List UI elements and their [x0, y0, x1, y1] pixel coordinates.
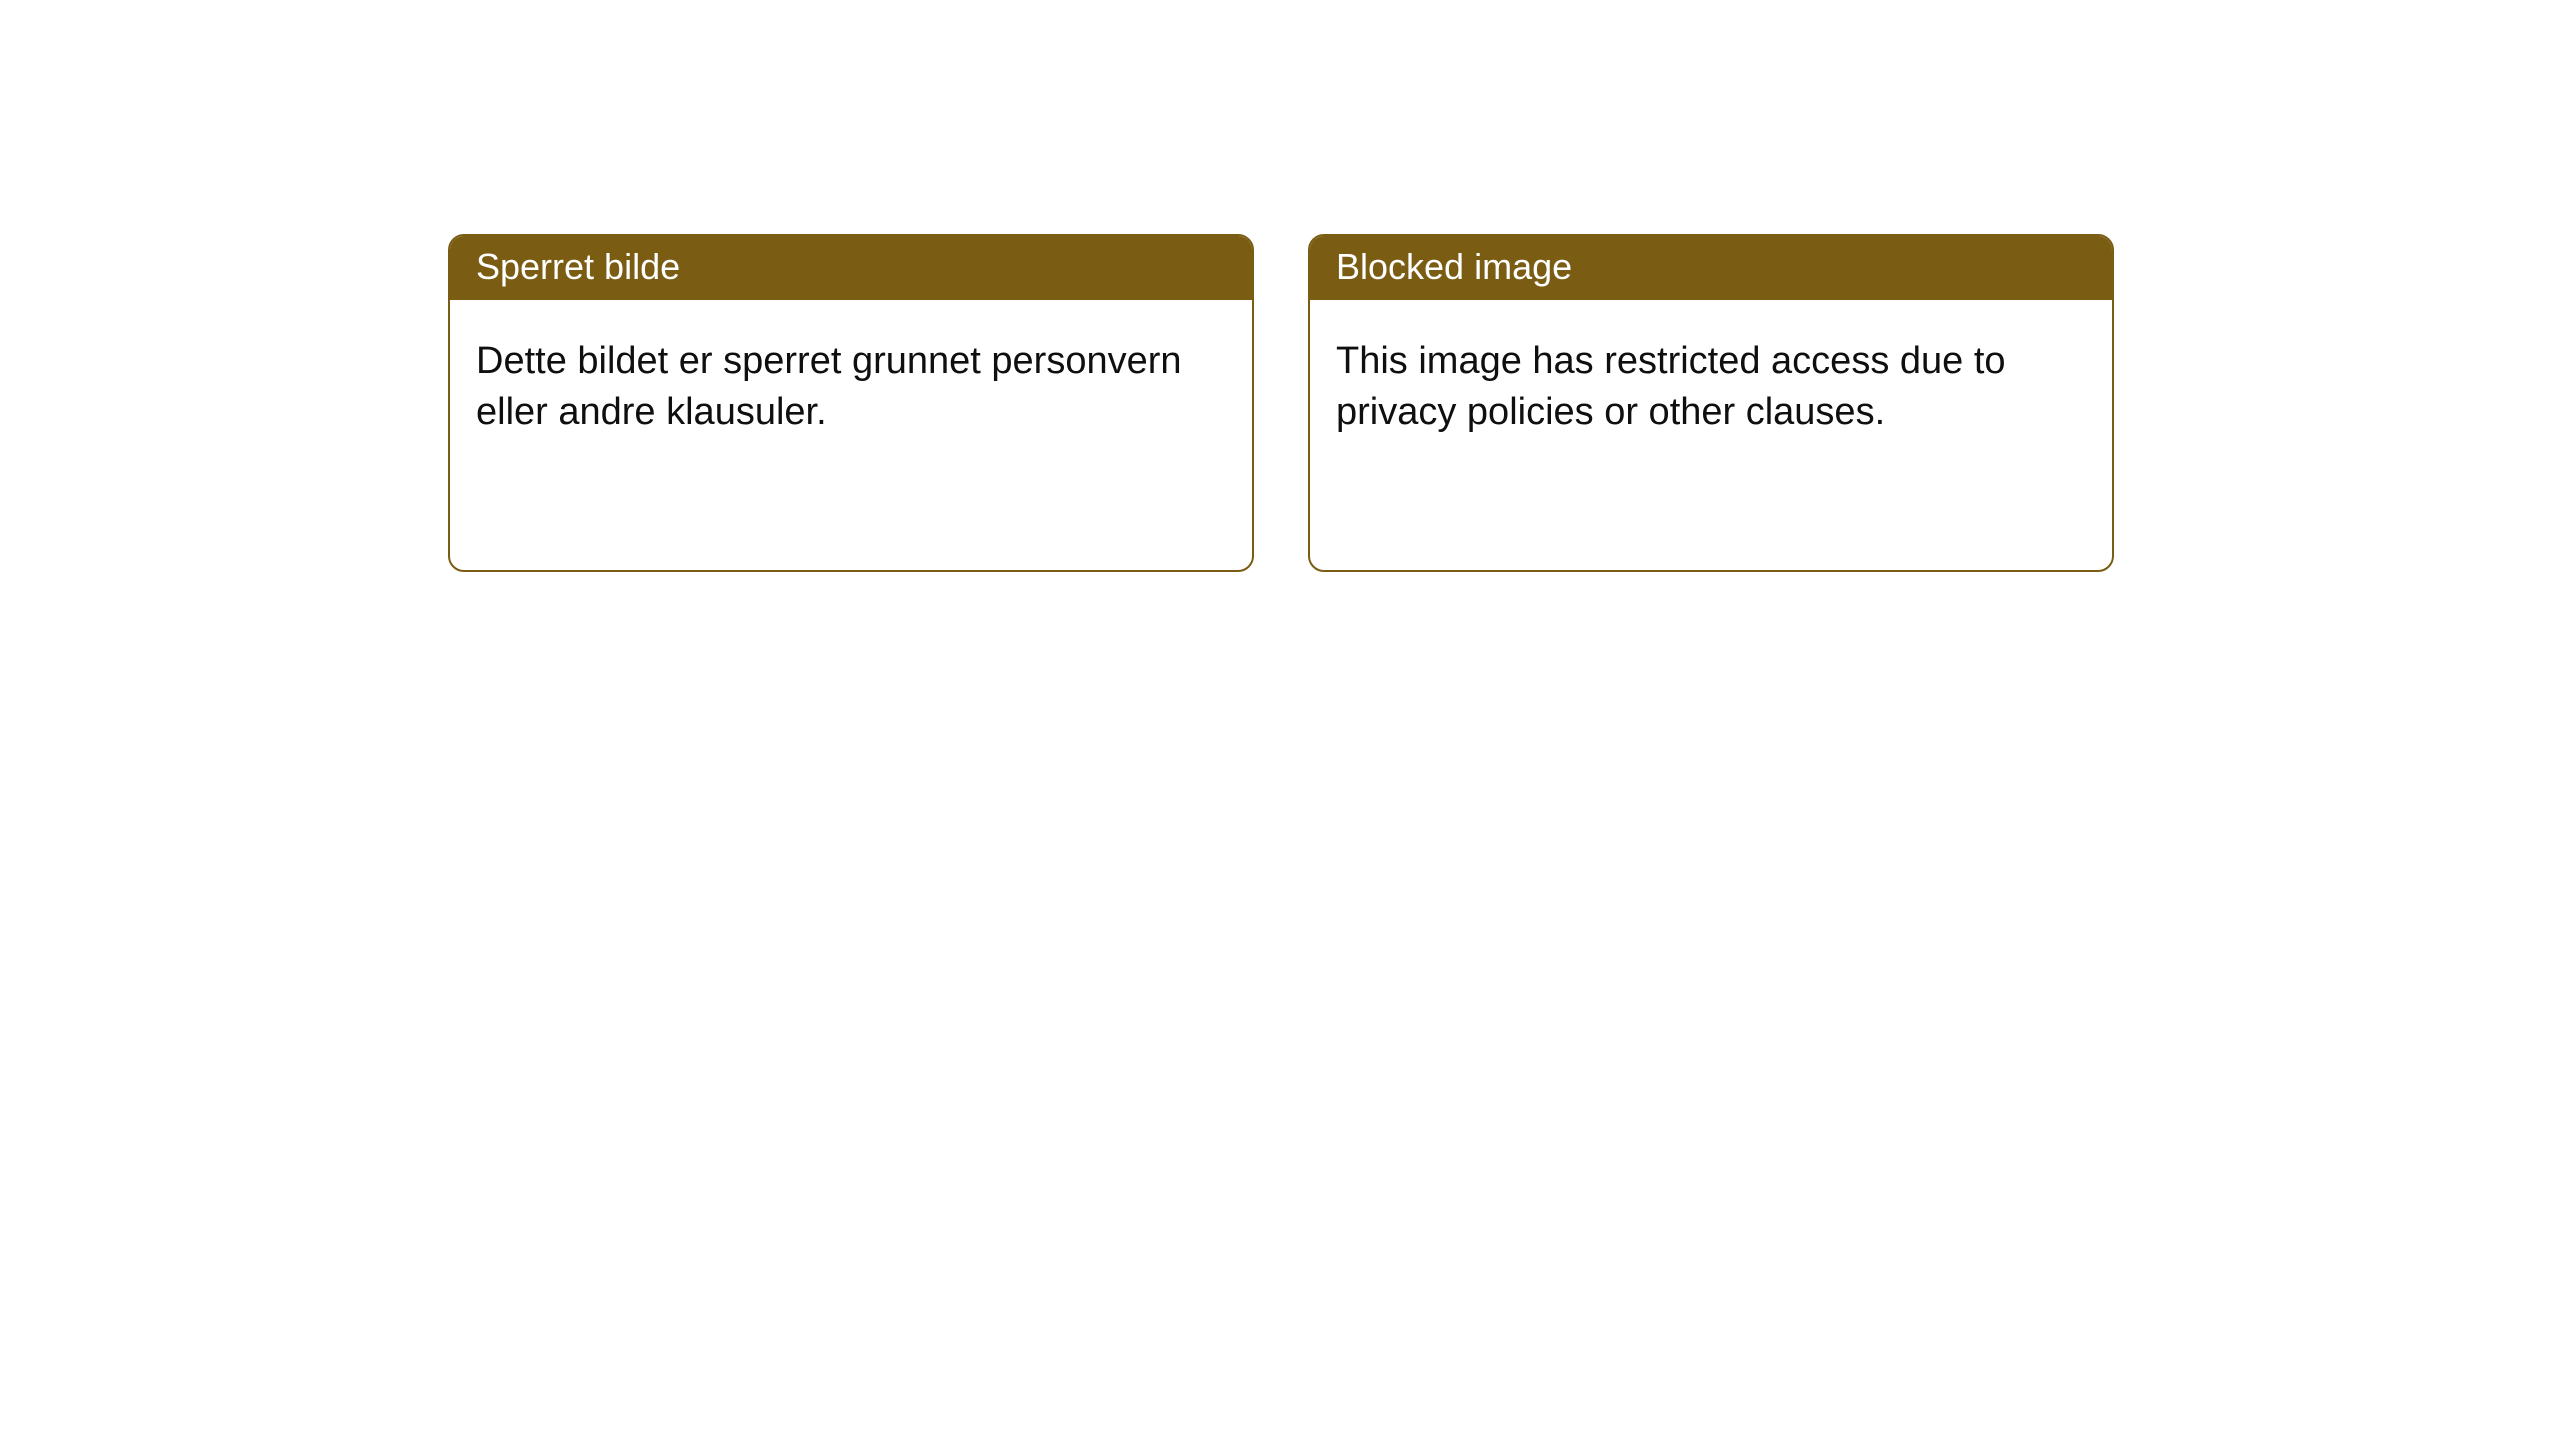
notice-container: Sperret bilde Dette bildet er sperret gr…	[0, 0, 2560, 572]
notice-body-no: Dette bildet er sperret grunnet personve…	[450, 300, 1252, 570]
notice-body-en: This image has restricted access due to …	[1310, 300, 2112, 570]
notice-card-no: Sperret bilde Dette bildet er sperret gr…	[448, 234, 1254, 572]
notice-card-en: Blocked image This image has restricted …	[1308, 234, 2114, 572]
notice-header-no: Sperret bilde	[450, 236, 1252, 300]
notice-header-en: Blocked image	[1310, 236, 2112, 300]
